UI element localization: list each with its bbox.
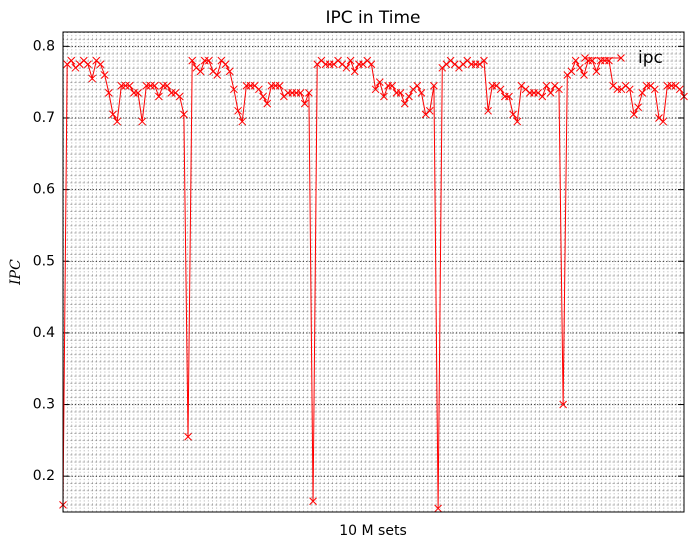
marker <box>188 56 197 65</box>
marker <box>430 81 438 90</box>
marker <box>575 63 584 72</box>
marker <box>88 74 97 83</box>
marker <box>275 81 284 90</box>
y-axis-label: IPC <box>8 259 24 286</box>
marker <box>196 67 205 76</box>
marker <box>180 110 188 119</box>
marker <box>388 81 397 90</box>
y-tick-label: 0.2 <box>33 468 55 484</box>
marker <box>484 106 492 115</box>
legend-marker <box>581 54 589 62</box>
marker <box>125 81 134 90</box>
marker <box>650 85 659 94</box>
marker <box>346 56 355 65</box>
marker <box>367 60 376 69</box>
marker <box>113 117 122 126</box>
marker <box>67 56 76 65</box>
marker <box>380 92 388 101</box>
marker <box>104 89 113 97</box>
marker <box>538 92 547 101</box>
marker <box>567 67 576 76</box>
marker <box>396 89 405 97</box>
marker <box>580 71 588 79</box>
marker <box>300 99 309 108</box>
marker <box>675 85 684 94</box>
y-tick-label: 0.5 <box>33 253 55 269</box>
marker <box>138 117 147 126</box>
marker <box>230 85 238 94</box>
marker <box>221 60 230 69</box>
marker <box>342 63 351 72</box>
plot-frame <box>62 31 685 513</box>
marker <box>155 92 163 101</box>
legend-marker <box>617 54 625 62</box>
marker <box>238 117 247 126</box>
marker <box>592 67 601 76</box>
x-axis-label: 10 M sets <box>339 523 406 539</box>
marker <box>505 92 513 101</box>
marker <box>350 67 359 76</box>
marker <box>309 497 317 506</box>
marker <box>150 81 159 90</box>
marker <box>659 117 668 126</box>
marker <box>638 89 647 97</box>
marker <box>546 89 555 97</box>
marker <box>371 85 380 94</box>
marker <box>480 56 488 65</box>
marker <box>96 60 105 69</box>
y-tick-label: 0.3 <box>33 397 55 413</box>
marker <box>305 89 313 97</box>
marker <box>163 81 172 90</box>
minor-grid <box>63 32 684 512</box>
marker <box>434 504 442 513</box>
marker <box>255 85 263 94</box>
marker <box>205 56 213 65</box>
marker <box>134 89 142 97</box>
marker <box>213 71 222 79</box>
marker <box>375 78 384 87</box>
marker <box>259 92 267 101</box>
y-tick-label: 0.6 <box>33 182 55 198</box>
marker <box>513 117 522 126</box>
marker <box>184 432 192 441</box>
marker <box>625 85 634 94</box>
marker <box>542 81 551 90</box>
marker <box>413 81 422 90</box>
marker <box>417 89 426 97</box>
marker <box>555 85 563 94</box>
y-tick-label: 0.4 <box>33 325 55 341</box>
marker <box>405 92 413 101</box>
marker <box>234 106 242 115</box>
marker <box>634 103 643 112</box>
marker <box>496 85 505 94</box>
marker <box>296 89 305 97</box>
marker <box>84 60 92 69</box>
legend-label: ipc <box>638 48 663 68</box>
marker <box>630 110 638 119</box>
marker <box>571 56 580 65</box>
marker <box>225 67 234 76</box>
chart-title: IPC in Time <box>325 8 420 28</box>
marker <box>109 110 117 119</box>
marker <box>263 99 272 108</box>
marker <box>175 92 184 101</box>
marker <box>400 99 409 108</box>
marker <box>559 400 567 409</box>
marker <box>509 110 517 119</box>
marker <box>425 106 434 115</box>
y-tick-label: 0.7 <box>33 110 55 126</box>
y-tick-label: 0.8 <box>33 38 55 54</box>
marker <box>100 71 109 79</box>
